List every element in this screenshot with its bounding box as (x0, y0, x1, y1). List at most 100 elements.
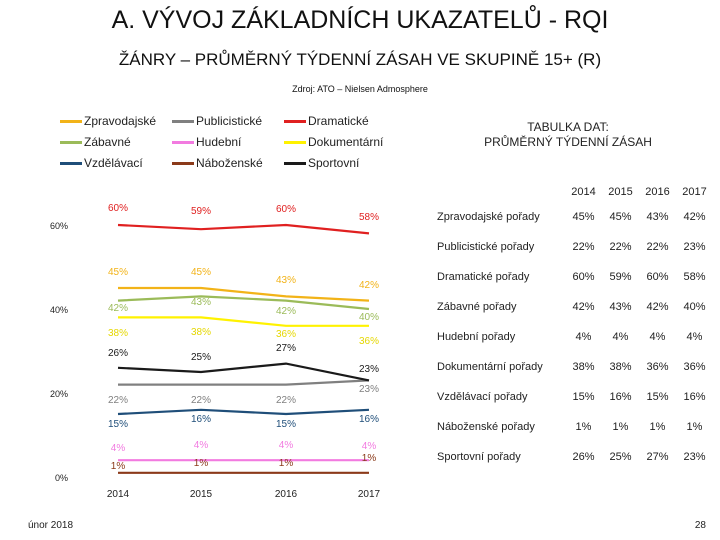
y-tick-label: 20% (50, 389, 68, 399)
table-cell: 60% (646, 271, 669, 283)
table-row: Zábavné pořady 42% 43% 42% 40% (432, 292, 713, 322)
table-cell: 27% (646, 451, 669, 463)
data-label: 58% (359, 212, 379, 223)
legend-label: Zábavné (84, 135, 131, 149)
x-tick-label: 2015 (190, 489, 213, 500)
year-header: 2014 (571, 186, 596, 198)
table-cell: 42% (646, 301, 669, 313)
data-label: 1% (111, 461, 126, 472)
table-cell: 1% (649, 421, 666, 433)
table-cell: 38% (609, 361, 632, 373)
data-table-corner (432, 182, 565, 202)
table-cell: 38% (572, 361, 595, 373)
table-cell: 1% (575, 421, 592, 433)
row-label: Náboženské pořady (437, 421, 535, 433)
data-label: 1% (362, 453, 377, 464)
table-cell: 59% (609, 271, 632, 283)
table-row: Dokumentární pořady 38% 38% 36% 36% (432, 352, 713, 382)
data-label: 36% (359, 336, 379, 347)
table-row: Vzdělávací pořady 15% 16% 15% 16% (432, 382, 713, 412)
table-cell: 22% (572, 241, 595, 253)
page-subtitle: ŽÁNRY – PRŮMĚRNÝ TÝDENNÍ ZÁSAH VE SKUPIN… (118, 50, 602, 69)
data-label: 38% (191, 327, 211, 338)
row-label: Zpravodajské pořady (437, 211, 540, 223)
data-label: 16% (359, 414, 379, 425)
table-cell: 42% (683, 211, 706, 223)
table-row: Zpravodajské pořady 45% 45% 43% 42% (432, 202, 713, 232)
data-label: 36% (276, 329, 296, 340)
table-cell: 36% (646, 361, 669, 373)
legend-item: Dramatické (284, 114, 369, 128)
table-cell: 15% (646, 391, 669, 403)
legend-label: Dokumentární (308, 135, 384, 149)
series-line (118, 286, 370, 302)
legend-label: Zpravodajské (84, 114, 157, 128)
table-cell: 40% (683, 301, 706, 313)
data-label: 42% (276, 306, 296, 317)
data-label: 27% (276, 343, 296, 354)
legend-swatch (60, 162, 82, 166)
table-cell: 42% (572, 301, 595, 313)
table-cell: 4% (575, 331, 592, 343)
legend-swatch (172, 162, 194, 166)
y-tick-label: 60% (50, 221, 68, 231)
table-cell: 43% (609, 301, 632, 313)
data-label: 60% (276, 204, 296, 215)
footer-date: únor 2018 (28, 520, 74, 531)
data-label: 22% (108, 395, 128, 406)
data-label: 23% (359, 364, 379, 375)
data-label: 45% (108, 267, 128, 278)
legend-swatch (284, 162, 306, 166)
table-cell: 4% (649, 331, 666, 343)
legend-item: Dokumentární (284, 135, 383, 149)
page-number: 28 (694, 520, 706, 531)
table-cell: 22% (646, 241, 669, 253)
table-cell: 1% (612, 421, 629, 433)
legend-label: Náboženské (196, 156, 263, 170)
data-label: 4% (362, 441, 377, 452)
data-label: 42% (108, 303, 128, 314)
data-label: 22% (191, 395, 211, 406)
x-tick-label: 2016 (275, 489, 298, 500)
legend-item: Náboženské (172, 156, 263, 170)
year-header: 2017 (682, 186, 707, 198)
row-label: Hudební pořady (437, 331, 516, 343)
data-label: 43% (276, 275, 296, 286)
row-label: Sportovní pořady (437, 451, 521, 463)
data-table-title-line1: TABULKA DAT: (527, 120, 609, 134)
series-line (118, 316, 369, 327)
year-header: 2016 (645, 186, 670, 198)
legend-item: Zpravodajské (60, 114, 156, 128)
data-label: 26% (108, 348, 128, 359)
legend-item: Sportovní (284, 156, 359, 170)
legend-swatch (60, 120, 82, 124)
data-table-header-row: 2014 2015 2016 2017 (432, 182, 713, 202)
legend-swatch (172, 120, 194, 124)
table-row: Publicistické pořady 22% 22% 22% 23% (432, 232, 713, 262)
data-label: 4% (111, 443, 126, 454)
table-cell: 36% (683, 361, 706, 373)
data-label: 1% (194, 458, 209, 469)
table-cell: 60% (572, 271, 595, 283)
table-row: Náboženské pořady 1% 1% 1% 1% (432, 412, 713, 442)
legend-label: Publicistické (196, 114, 263, 128)
source-note: Zdroj: ATO – Nielsen Admosphere (292, 84, 428, 94)
table-cell: 23% (683, 451, 706, 463)
data-label: 59% (191, 206, 211, 217)
page-title: A. VÝVOJ ZÁKLADNÍCH UKAZATELŮ - RQI (111, 6, 609, 34)
legend-swatch (172, 141, 194, 145)
table-row: Dramatické pořady 60% 59% 60% 58% (432, 262, 713, 292)
y-tick-label: 40% (50, 305, 68, 315)
legend-swatch (284, 141, 306, 145)
legend-label: Dramatické (308, 114, 369, 128)
legend-item: Zábavné (60, 135, 131, 149)
year-header: 2015 (608, 186, 633, 198)
data-label: 15% (108, 419, 128, 430)
data-label: 38% (108, 328, 128, 339)
table-cell: 45% (609, 211, 632, 223)
table-cell: 43% (646, 211, 669, 223)
table-cell: 58% (683, 271, 706, 283)
row-label: Dramatické pořady (437, 271, 530, 283)
legend-label: Vzdělávací (84, 156, 143, 170)
table-row: Hudební pořady 4% 4% 4% 4% (432, 322, 713, 352)
